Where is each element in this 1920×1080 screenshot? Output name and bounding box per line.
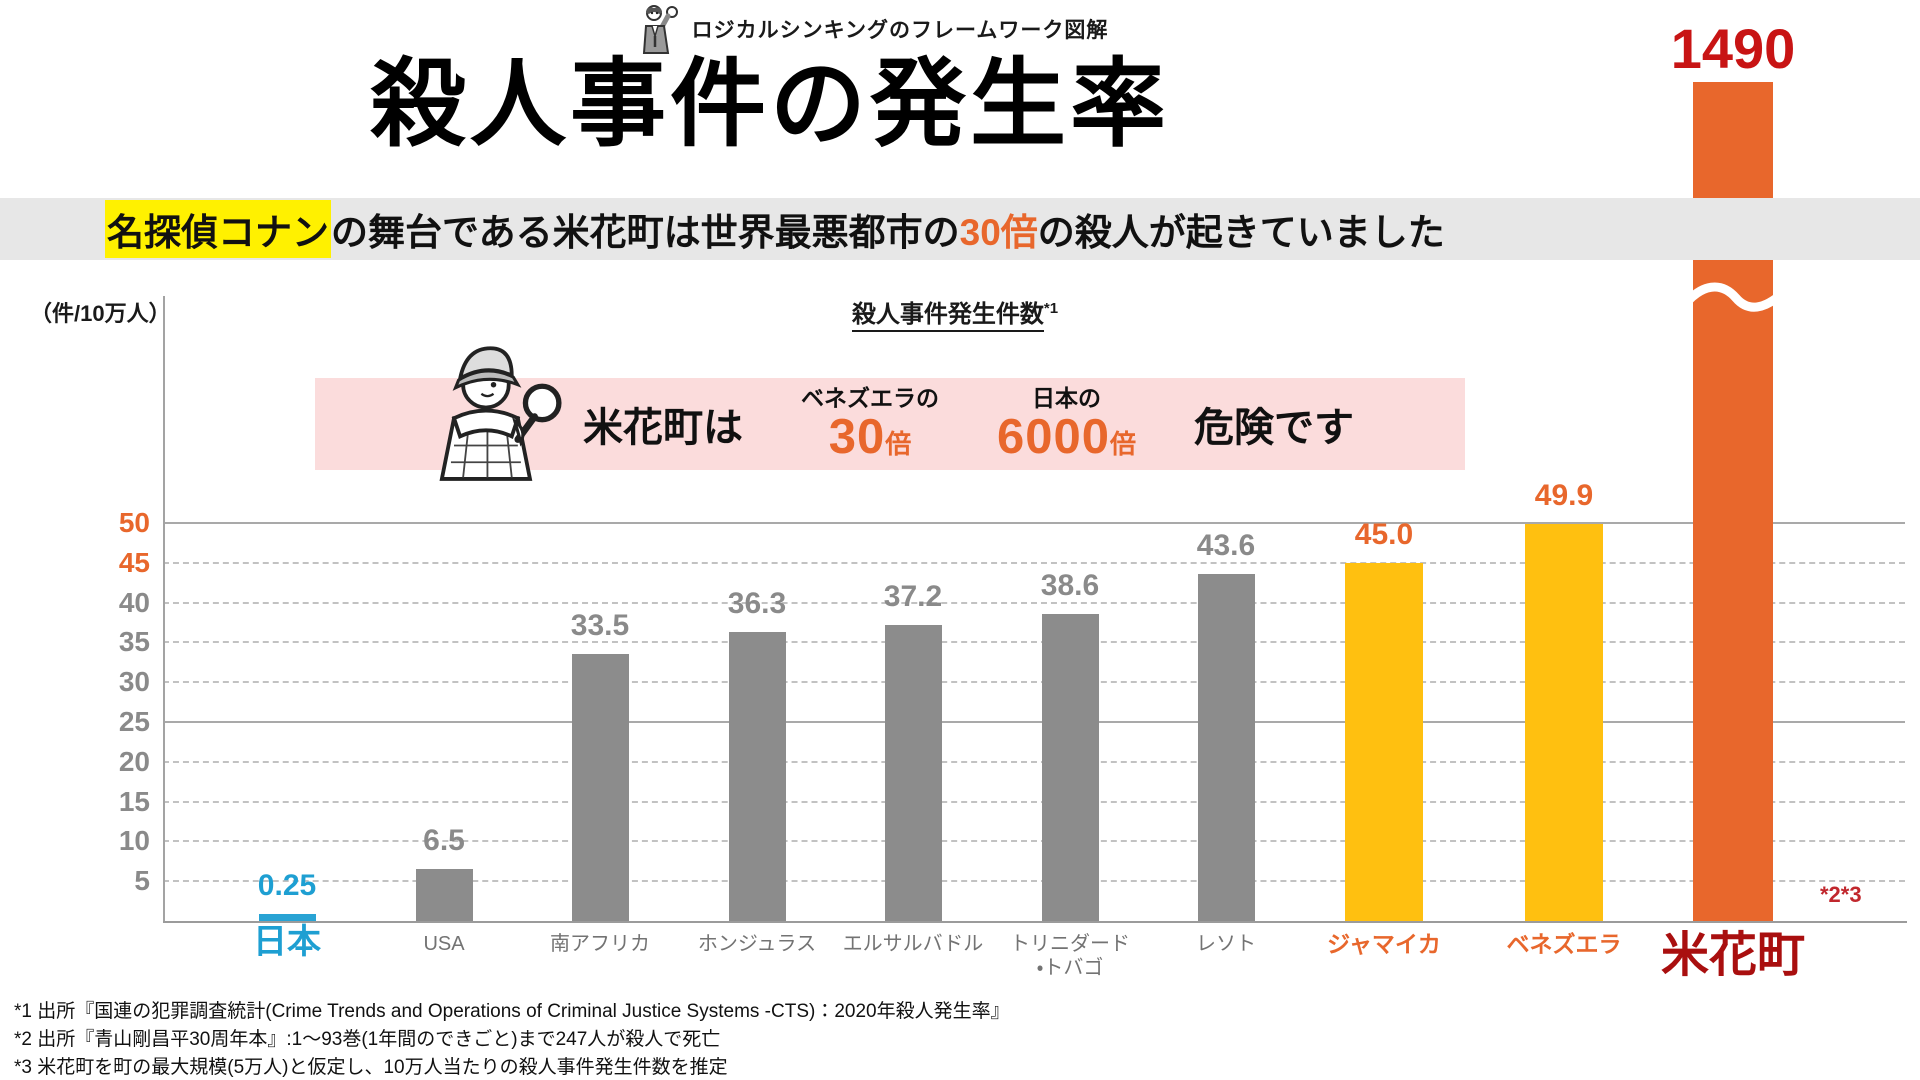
- y-tick-label: 50: [118, 507, 150, 538]
- subtitle-pre: の舞台である米花町は世界最悪都市の: [331, 212, 960, 253]
- bar-6: [1041, 614, 1099, 921]
- gridline-40: [163, 601, 1905, 604]
- y-tick-label: 15: [118, 785, 150, 817]
- y-tick-label: 10: [118, 825, 150, 857]
- bar-break-wave-icon: [1686, 282, 1780, 312]
- bar-value-label: 38.6: [1040, 569, 1100, 602]
- bar-category-label: ジャマイカ: [1327, 931, 1441, 957]
- x-axis-line: [163, 921, 1907, 923]
- bar-1: [258, 914, 316, 921]
- gridline-15: [163, 800, 1905, 803]
- tagline: ロジカルシンキングのフレームワーク図解: [691, 19, 1109, 42]
- y-axis-line: [163, 296, 165, 921]
- footnote-2: *2 出所『青山剛昌平30周年本』:1～93巻(1年間のできごと)まで247人が…: [14, 1029, 721, 1050]
- subtitle-multiplier: 30倍: [959, 212, 1038, 253]
- header-tagline-row: ロジカルシンキングのフレームワーク図解: [0, 2, 1740, 56]
- subtitle-band: 名探偵コナン の舞台である米花町は世界最悪都市の 30倍 の殺人が起きていました: [0, 198, 1920, 260]
- bar-category-label: レソト: [1196, 933, 1256, 955]
- callout-comparison-venezuela: ベネズエラの 30 倍: [801, 384, 939, 464]
- y-tick-label: 5: [134, 865, 150, 897]
- businessman-icon: [642, 5, 678, 54]
- bar-category-label: ベネズエラ: [1506, 931, 1622, 957]
- bar-value-label: 43.6: [1196, 529, 1256, 562]
- y-tick-label: 40: [118, 586, 150, 618]
- gridline-25: [163, 721, 1905, 723]
- y-tick-label: 20: [118, 745, 150, 777]
- bar-value-label: 49.9: [1534, 479, 1594, 512]
- gridline-5: [163, 880, 1905, 883]
- bar-4: [728, 632, 786, 921]
- y-tick-label: 45: [118, 546, 150, 578]
- comparison-label: ベネズエラの: [801, 384, 939, 411]
- gridline-45: [163, 561, 1905, 564]
- comparison-multiplier: 6000: [997, 409, 1111, 464]
- bar-value-label: 45.0: [1354, 518, 1414, 551]
- footnotes: *1 出所『国連の犯罪調査統計(Crime Trends and Operati…: [14, 998, 1010, 1080]
- y-tick-label: 25: [118, 706, 150, 737]
- bar-category-label: 米花町: [1660, 929, 1805, 982]
- bar-category-label: USA: [423, 933, 465, 955]
- bar-category-label: 南アフリカ: [550, 933, 650, 955]
- bar-9: [1525, 524, 1603, 921]
- bar-5: [884, 625, 942, 921]
- detective-illustration: [439, 346, 562, 481]
- comparison-label: 日本の: [1032, 384, 1102, 411]
- comparison-multiplier: 30: [828, 409, 886, 464]
- gridline-30: [163, 681, 1905, 684]
- footnote-3: *3 米花町を町の最大規模(5万人)と仮定し、10万人当たりの殺人事件発生件数を…: [14, 1057, 728, 1078]
- bar-value-label: 36.3: [727, 587, 787, 620]
- bar-3: [571, 654, 629, 921]
- bar-value-label: 6.5: [423, 824, 465, 857]
- subtitle-post: の殺人が起きていました: [1037, 212, 1445, 253]
- bar-7: [1197, 574, 1255, 921]
- gridline-35: [163, 641, 1905, 644]
- bar-value-label: 33.5: [570, 609, 630, 642]
- page-title: 殺人事件の発生率: [370, 51, 1170, 158]
- bar-category-label: 日本: [253, 923, 321, 961]
- gridline-20: [163, 760, 1905, 763]
- beika-footnote-marker: *2*3: [1820, 882, 1862, 907]
- bar-category-label: ホンジュラス: [697, 933, 817, 955]
- bar-2: [415, 869, 473, 921]
- chart-title-text: 殺人事件発生件数: [851, 301, 1044, 332]
- y-tick-label: 35: [118, 626, 150, 658]
- subtitle-highlight: 名探偵コナン: [105, 200, 331, 258]
- bar-category-label: エルサルバドル: [842, 933, 984, 955]
- gridline-50: [163, 522, 1905, 524]
- y-axis-unit-label: （件/10万人）: [30, 301, 171, 326]
- chart-title-footnote-marker: *1: [1043, 300, 1059, 317]
- callout-lead: 米花町は: [583, 406, 743, 450]
- bar-8: [1345, 563, 1423, 921]
- footnote-1: *1 出所『国連の犯罪調査統計(Crime Trends and Operati…: [14, 1001, 1010, 1022]
- comparison-suffix: 倍: [1110, 428, 1137, 459]
- comparison-suffix: 倍: [885, 428, 912, 459]
- bar-value-label: 37.2: [883, 580, 943, 613]
- bar-value-label: 0.25: [257, 869, 317, 902]
- chart-title: 殺人事件発生件数*1: [0, 294, 1910, 332]
- bar-category-label: トリニダード ・トバゴ: [1010, 933, 1130, 979]
- gridline-10: [163, 840, 1905, 843]
- callout-tail: 危険です: [1194, 406, 1355, 450]
- y-tick-label: 30: [118, 666, 150, 698]
- callout-comparison-japan: 日本の 6000 倍: [997, 384, 1137, 464]
- bar-value-label: 1490: [1670, 17, 1796, 80]
